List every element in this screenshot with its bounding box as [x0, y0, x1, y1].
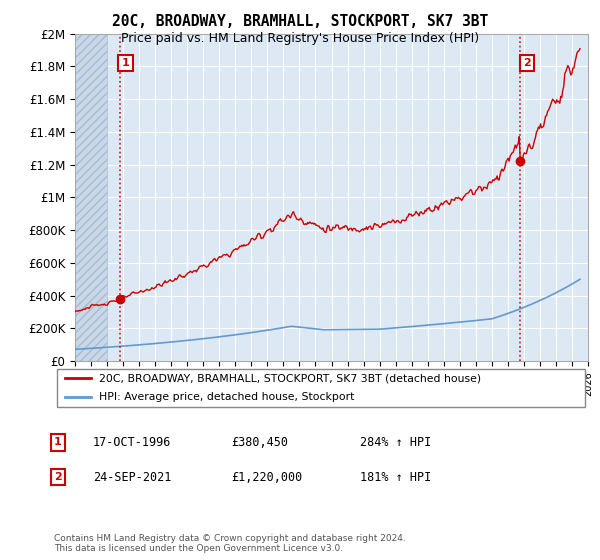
Text: 2: 2 — [54, 472, 62, 482]
Text: Price paid vs. HM Land Registry's House Price Index (HPI): Price paid vs. HM Land Registry's House … — [121, 32, 479, 45]
Text: 284% ↑ HPI: 284% ↑ HPI — [360, 436, 431, 449]
Text: 20C, BROADWAY, BRAMHALL, STOCKPORT, SK7 3BT: 20C, BROADWAY, BRAMHALL, STOCKPORT, SK7 … — [112, 14, 488, 29]
Text: 17-OCT-1996: 17-OCT-1996 — [93, 436, 172, 449]
Bar — [75, 34, 107, 361]
Text: 24-SEP-2021: 24-SEP-2021 — [93, 470, 172, 484]
Text: Contains HM Land Registry data © Crown copyright and database right 2024.
This d: Contains HM Land Registry data © Crown c… — [54, 534, 406, 553]
Text: 181% ↑ HPI: 181% ↑ HPI — [360, 470, 431, 484]
Text: 1: 1 — [54, 437, 62, 447]
Text: £1,220,000: £1,220,000 — [231, 470, 302, 484]
Text: 20C, BROADWAY, BRAMHALL, STOCKPORT, SK7 3BT (detached house): 20C, BROADWAY, BRAMHALL, STOCKPORT, SK7 … — [100, 373, 482, 383]
Text: HPI: Average price, detached house, Stockport: HPI: Average price, detached house, Stoc… — [100, 393, 355, 403]
Text: 1: 1 — [121, 58, 129, 68]
FancyBboxPatch shape — [56, 369, 586, 407]
Text: 2: 2 — [523, 58, 531, 68]
Text: £380,450: £380,450 — [231, 436, 288, 449]
